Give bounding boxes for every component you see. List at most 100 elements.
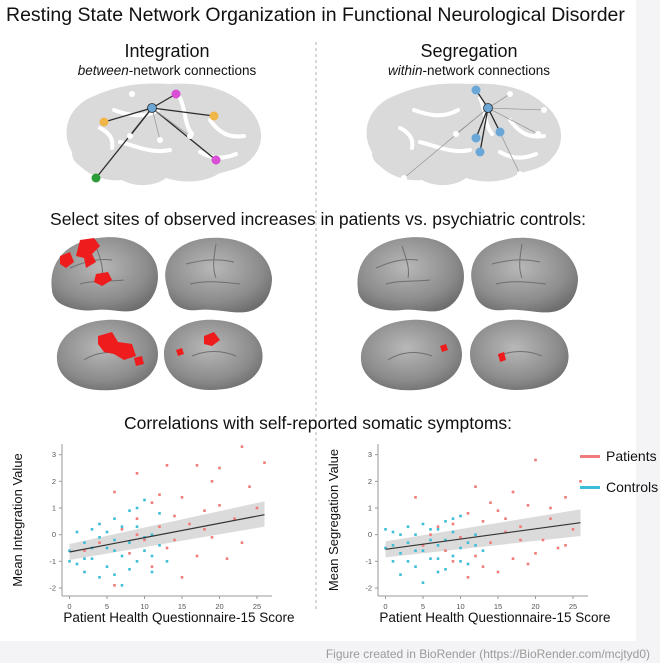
controls-point xyxy=(98,576,101,579)
controls-point xyxy=(75,562,79,566)
patients-point xyxy=(451,522,455,526)
brain-lateral-left-segregation xyxy=(357,237,464,312)
patients-point xyxy=(158,493,161,496)
between-edges xyxy=(95,93,217,179)
controls-point xyxy=(135,525,139,528)
node-blue xyxy=(475,147,485,157)
controls-point xyxy=(128,568,131,571)
patients-point xyxy=(210,480,214,483)
x-tick-label: 20 xyxy=(215,602,223,611)
controls-point xyxy=(444,538,447,542)
patients-point xyxy=(263,461,266,464)
sites-heading: Select sites of observed increases in pa… xyxy=(50,209,586,229)
segregation-brain-diagram xyxy=(366,83,562,186)
segregation-heading: Segregation xyxy=(420,41,518,61)
x-tick-label: 25 xyxy=(253,602,261,611)
patients-point xyxy=(173,538,176,542)
node-hub xyxy=(483,103,493,113)
patients-point xyxy=(526,562,530,566)
controls-point xyxy=(459,560,462,563)
controls-point xyxy=(68,560,71,563)
figure-title: Resting State Network Organization in Fu… xyxy=(6,4,625,26)
y-tick-label: -1 xyxy=(365,557,372,566)
controls-point xyxy=(429,528,432,531)
column-divider xyxy=(315,42,317,612)
patients-point xyxy=(511,557,515,560)
patients-point xyxy=(579,480,582,483)
patients-point xyxy=(143,538,146,542)
x-axis-label: Patient Health Questionnaire-15 Score xyxy=(379,610,610,625)
controls-point xyxy=(158,512,161,515)
patients-point xyxy=(429,533,432,536)
controls-point xyxy=(466,541,470,544)
cortical-surfaces xyxy=(51,237,578,391)
controls-point xyxy=(481,549,485,552)
patients-point xyxy=(218,504,221,507)
controls-point xyxy=(83,570,86,574)
controls-point xyxy=(90,557,94,560)
patients-point xyxy=(511,490,515,494)
controls-point xyxy=(105,546,109,550)
y-tick-label: 2 xyxy=(368,477,372,486)
controls-point xyxy=(399,533,402,536)
activation-cluster xyxy=(98,332,136,360)
controls-point xyxy=(414,565,417,568)
y-tick-label: 3 xyxy=(368,450,372,459)
controls-point xyxy=(113,517,116,520)
x-tick-label: 5 xyxy=(421,602,425,611)
integration-heading: Integration xyxy=(124,41,210,61)
controls-point xyxy=(113,549,116,552)
controls-point xyxy=(414,549,417,552)
patients-point xyxy=(128,552,131,555)
controls-point xyxy=(68,549,71,552)
patients-point xyxy=(113,490,116,494)
integration-sub-italic: between xyxy=(77,63,129,78)
controls-point xyxy=(436,544,440,547)
controls-point xyxy=(414,533,417,536)
controls-point xyxy=(135,506,139,510)
patients-point xyxy=(534,458,537,462)
controls-point xyxy=(436,528,440,531)
node-blue xyxy=(471,85,481,95)
controls-point xyxy=(451,517,455,520)
brain-lateral-right-segregation xyxy=(471,237,578,313)
controls-point xyxy=(429,557,432,560)
segregation-subheading: within-network connections xyxy=(319,63,619,78)
patients-point xyxy=(135,533,139,536)
controls-point xyxy=(135,560,139,563)
controls-point xyxy=(399,552,402,555)
controls-point xyxy=(384,546,387,550)
controls-point xyxy=(451,530,455,534)
y-tick-label: -2 xyxy=(365,584,372,593)
patients-point xyxy=(225,557,229,560)
node-blue xyxy=(495,127,505,137)
activation-cluster xyxy=(204,332,220,346)
x-tick-label: 25 xyxy=(569,602,577,611)
controls-point xyxy=(83,557,86,560)
controls-point xyxy=(391,530,395,534)
node-orange xyxy=(99,117,109,127)
patients-point xyxy=(436,525,440,528)
patients-point xyxy=(534,552,537,555)
patients-point xyxy=(541,538,545,542)
patients-point xyxy=(459,536,462,539)
controls-point xyxy=(120,554,124,558)
patients-point xyxy=(489,501,492,504)
patients-point xyxy=(180,576,184,579)
y-axis-label: Mean Segregation Value xyxy=(326,449,341,591)
patients-point xyxy=(158,525,161,528)
patients-point xyxy=(195,464,199,467)
legend-label-patients: Patients xyxy=(606,448,657,464)
node-magenta xyxy=(211,155,221,165)
patients-point xyxy=(451,560,455,563)
confidence-band xyxy=(385,509,581,558)
x-tick-label: 15 xyxy=(178,602,186,611)
patients-point xyxy=(414,496,417,499)
controls-point xyxy=(421,549,425,552)
patients-point xyxy=(466,512,470,515)
patients-point xyxy=(113,584,116,587)
patients-point xyxy=(180,496,184,499)
patients-point xyxy=(240,445,244,448)
controls-point xyxy=(165,560,169,563)
controls-point xyxy=(113,573,116,576)
